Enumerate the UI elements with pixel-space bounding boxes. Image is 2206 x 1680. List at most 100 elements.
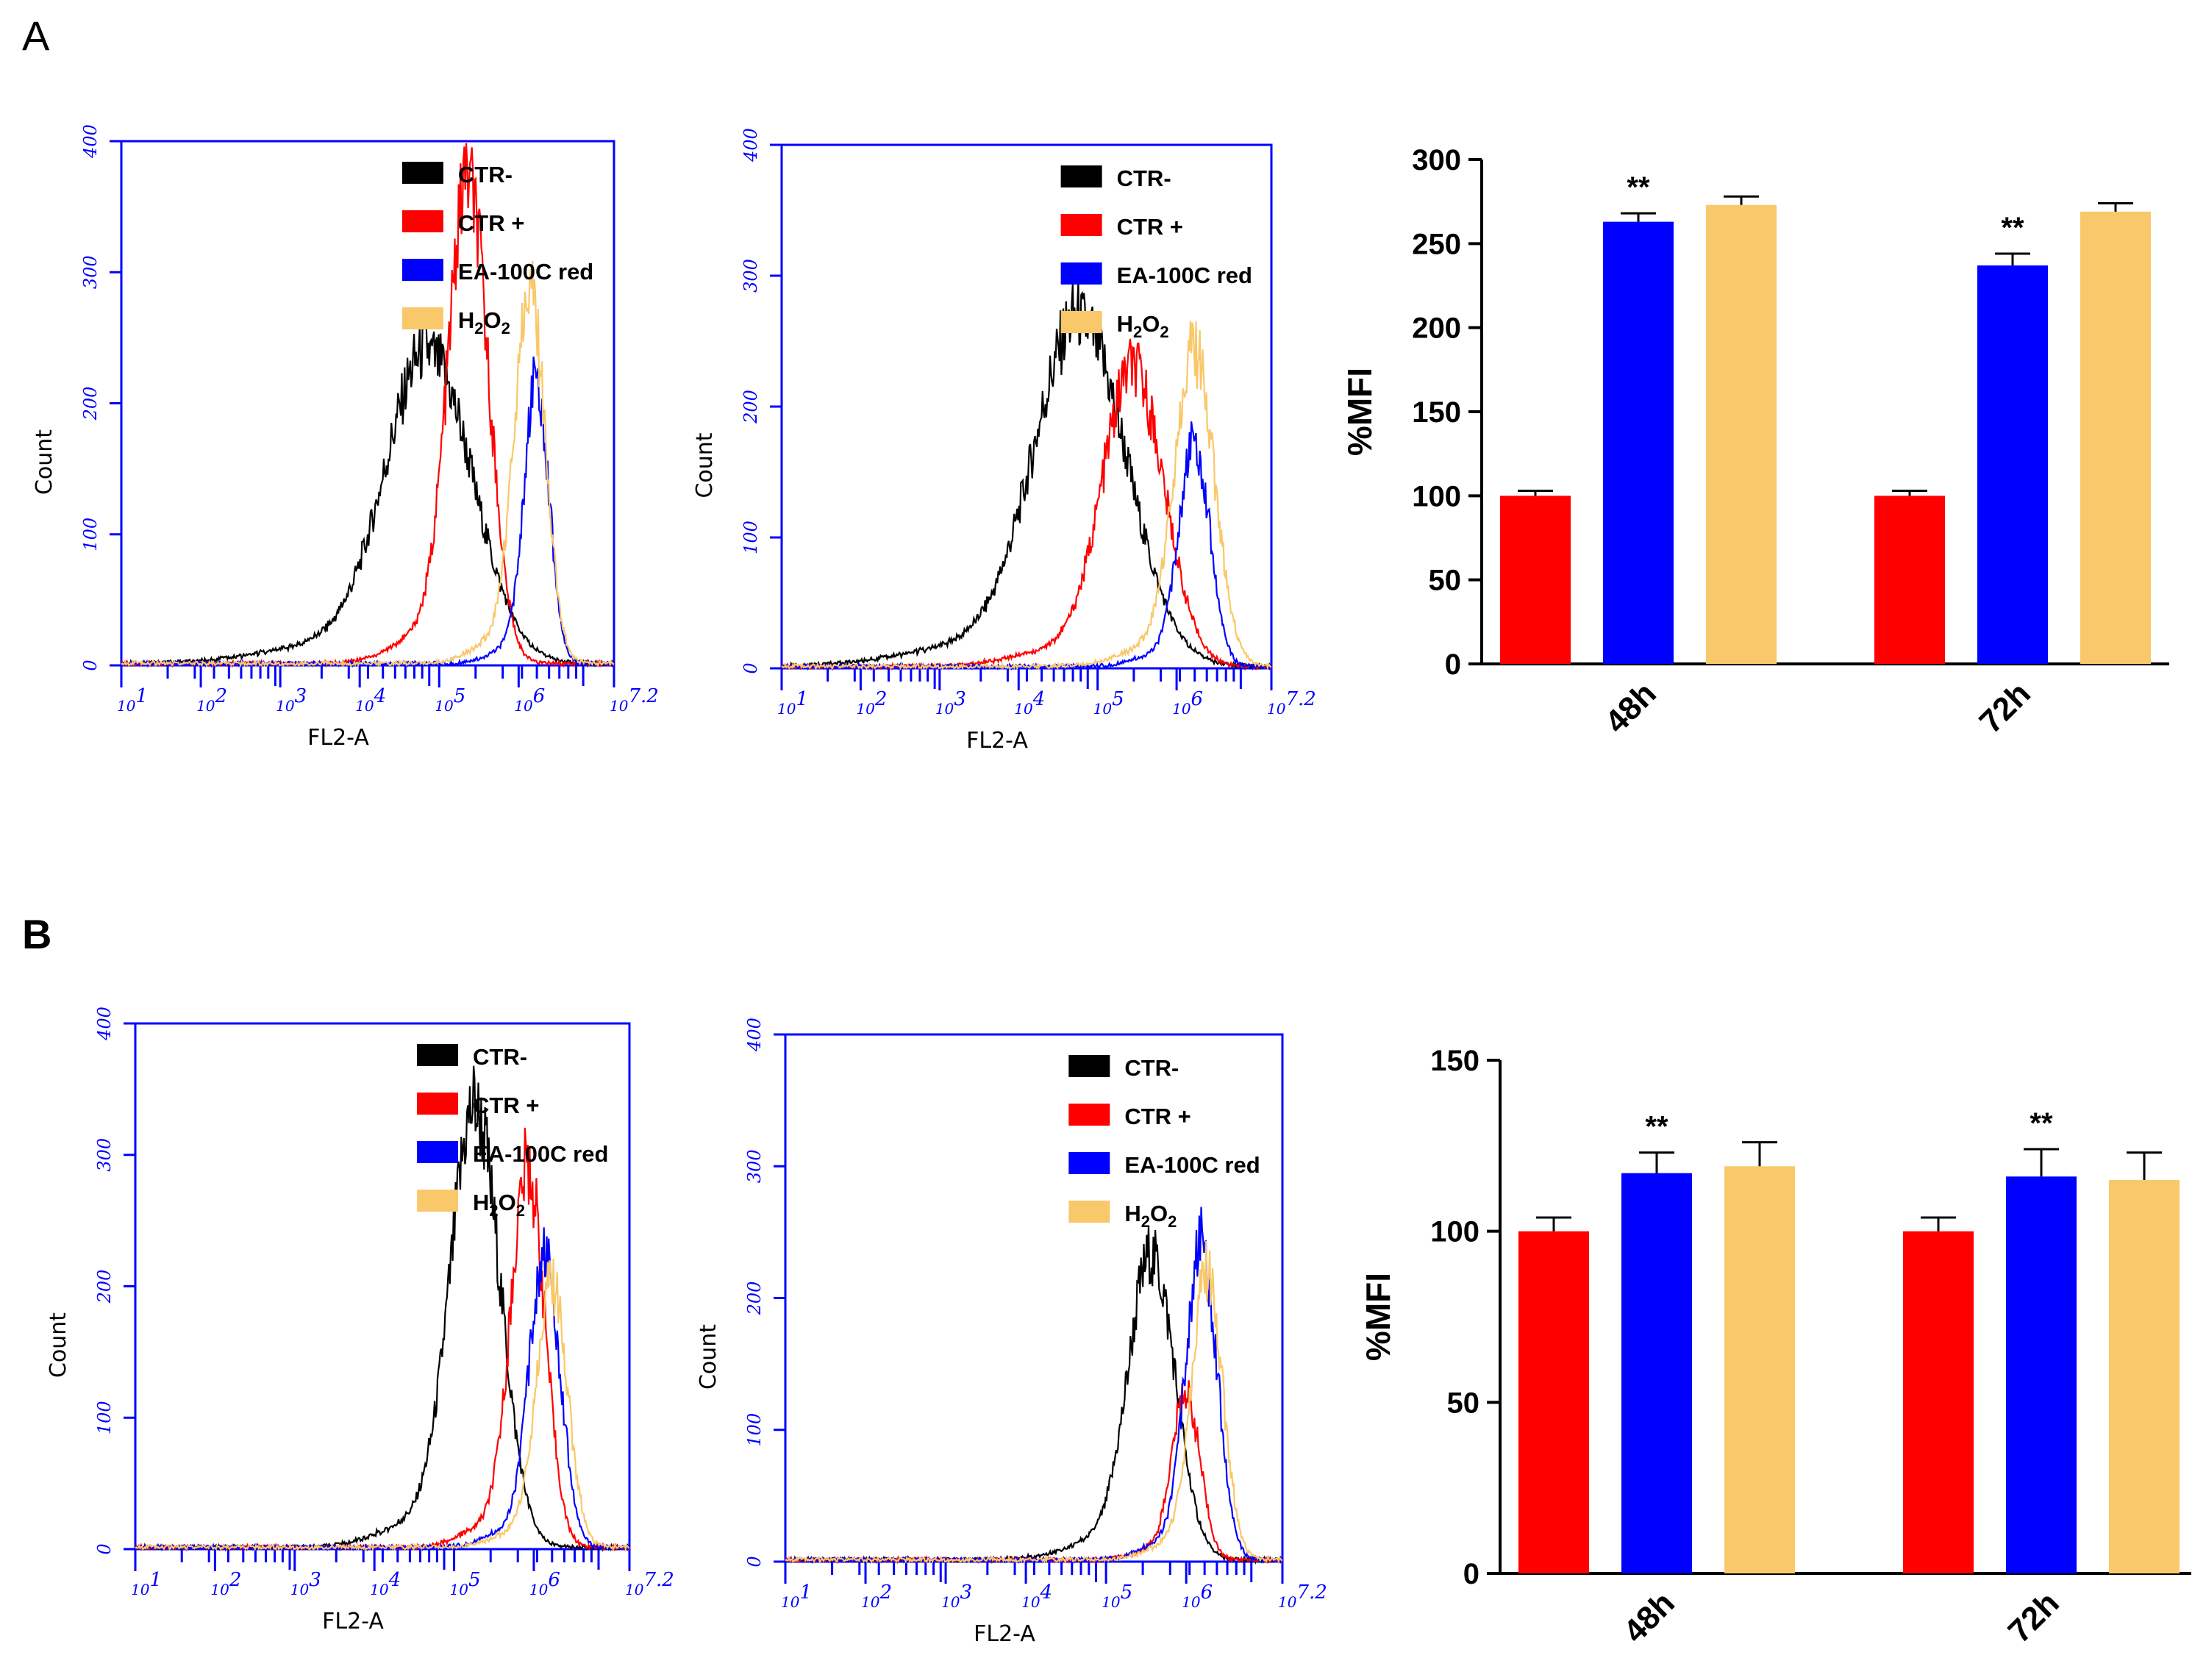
y-tick-label: 200 xyxy=(744,1282,765,1316)
bar-chart-A-bar: 0 50 100 150 200 250 300 %MFI 48h 72h ** ** xyxy=(1341,144,2169,740)
legend-label-ctr-plus: CTR + xyxy=(1117,214,1183,240)
significance-marker: ** xyxy=(2030,1107,2053,1140)
y-tick-label: 200 xyxy=(1412,312,1461,345)
legend-swatch-h2o2 xyxy=(417,1190,459,1212)
panel-label-a: A xyxy=(22,12,50,59)
legend-swatch-h2o2 xyxy=(1060,311,1102,333)
significance-marker: ** xyxy=(1627,171,1650,204)
y-tick-label: 0 xyxy=(744,1556,765,1567)
significance-marker: ** xyxy=(1645,1111,1668,1143)
y-tick-label: 200 xyxy=(740,390,761,424)
bar-72h-series-2 xyxy=(2006,1176,2077,1573)
legend-swatch-ctr-plus xyxy=(1060,214,1102,236)
legend-label-h2o2: H2O2 xyxy=(458,307,510,337)
legend-label-ea-100c-red: EA-100C red xyxy=(1124,1152,1260,1178)
x-tick-label: 107.2 xyxy=(625,1569,674,1598)
x-tick-label: 102 xyxy=(196,685,227,715)
y-tick-label: 150 xyxy=(1412,396,1461,429)
bar-48h-series-3 xyxy=(1724,1166,1795,1573)
plot-frame xyxy=(134,1022,631,1551)
legend-swatch-ea-100c-red xyxy=(401,259,443,281)
bar-48h-series-3 xyxy=(1706,204,1777,664)
histogram-line-ctr-plus xyxy=(780,338,1272,671)
y-tick-label: 100 xyxy=(740,521,761,554)
legend-swatch-ctr-plus xyxy=(417,1093,459,1115)
x-tick-label: 102 xyxy=(210,1569,241,1598)
x-tick-label: 72h xyxy=(1973,676,2038,740)
legend-swatch-ea-100c-red xyxy=(1060,262,1102,285)
y-tick-label: 300 xyxy=(94,1138,115,1172)
legend-label-h2o2: H2O2 xyxy=(1117,311,1169,341)
y-tick-label: 50 xyxy=(1429,565,1462,597)
legend-label-ctr-plus: CTR + xyxy=(458,210,524,236)
y-tick-label: 400 xyxy=(94,1007,115,1041)
x-axis-title: FL2-A xyxy=(974,1621,1035,1647)
y-tick-label: 100 xyxy=(1430,1216,1479,1248)
x-tick-label: 101 xyxy=(781,1581,812,1611)
x-axis-title: FL2-A xyxy=(307,725,369,751)
plot-frame xyxy=(780,143,1273,670)
x-axis-title: FL2-A xyxy=(322,1609,384,1634)
x-tick-label: 105 xyxy=(435,685,465,715)
x-tick-label: 101 xyxy=(131,1569,162,1598)
bar-72h-series-3 xyxy=(2109,1179,2180,1573)
legend-swatch-h2o2 xyxy=(1068,1201,1110,1223)
bar-chart-B-bar: 0 50 100 150 %MFI 48h 72h ** ** xyxy=(1359,1045,2191,1650)
x-tick-label: 103 xyxy=(276,685,307,715)
y-tick-label: 100 xyxy=(80,518,101,551)
x-tick-label: 102 xyxy=(856,688,887,718)
histogram-line-h2o2 xyxy=(781,321,1272,671)
bar-48h-series-1 xyxy=(1518,1231,1589,1573)
legend-label-ea-100c-red: EA-100C red xyxy=(473,1141,608,1167)
legend-label-h2o2: H2O2 xyxy=(1124,1201,1177,1231)
charts-layer: 101 102 103 104 105 106 107.2 0 100 200 300 400 FL2-… xyxy=(32,124,2191,1650)
x-tick-label: 105 xyxy=(450,1569,481,1598)
legend-label-h2o2: H2O2 xyxy=(473,1190,525,1220)
y-axis-title: %MFI xyxy=(1359,1273,1397,1361)
bar-48h-series-2 xyxy=(1621,1173,1692,1573)
x-tick-label: 106 xyxy=(514,685,545,715)
y-tick-label: 300 xyxy=(1412,144,1461,176)
legend-swatch-ea-100c-red xyxy=(1068,1152,1110,1174)
x-tick-label: 103 xyxy=(290,1569,321,1598)
x-tick-label: 101 xyxy=(777,688,808,718)
legend-swatch-ctr-minus xyxy=(1068,1055,1110,1077)
legend-label-ctr-plus: CTR + xyxy=(1124,1104,1191,1129)
x-tick-label: 103 xyxy=(935,688,966,718)
legend-label-ea-100c-red: EA-100C red xyxy=(458,259,593,285)
x-tick-label: 103 xyxy=(941,1581,972,1611)
histogram-line-ea-100c-red xyxy=(120,356,615,668)
y-tick-label: 400 xyxy=(744,1018,765,1052)
y-tick-label: 300 xyxy=(80,255,101,289)
y-tick-label: 100 xyxy=(94,1401,115,1434)
x-tick-label: 106 xyxy=(529,1569,560,1598)
histogram-B-hist-1: 101 102 103 104 105 106 107.2 0 100 200 300 400 FL2-… xyxy=(46,1007,674,1634)
x-tick-label: 104 xyxy=(355,685,386,715)
bar-72h-series-2 xyxy=(1977,265,2048,664)
y-tick-label: 150 xyxy=(1430,1045,1479,1077)
x-tick-label: 102 xyxy=(861,1581,892,1611)
y-tick-label: 0 xyxy=(1445,648,1461,681)
x-axis-title: FL2-A xyxy=(966,728,1028,754)
y-axis-title: Count xyxy=(46,1312,71,1378)
legend-label-ctr-minus: CTR- xyxy=(1124,1055,1179,1081)
y-tick-label: 0 xyxy=(94,1543,115,1554)
bar-48h-series-1 xyxy=(1500,496,1571,664)
histogram-line-ctr-minus xyxy=(780,281,1272,671)
legend-label-ctr-plus: CTR + xyxy=(473,1093,539,1118)
x-tick-label: 107.2 xyxy=(1278,1581,1327,1611)
legend-label-ctr-minus: CTR- xyxy=(458,162,513,187)
y-tick-label: 50 xyxy=(1447,1387,1480,1419)
plot-frame xyxy=(120,140,615,667)
y-axis-title: Count xyxy=(696,1324,721,1390)
y-tick-label: 250 xyxy=(1412,228,1461,260)
legend-swatch-ctr-minus xyxy=(401,162,443,184)
histogram-B-hist-2: 101 102 103 104 105 106 107.2 0 100 200 300 400 FL2-… xyxy=(696,1018,1327,1647)
histogram-line-h2o2 xyxy=(785,1240,1283,1565)
y-tick-label: 100 xyxy=(1412,480,1461,512)
y-axis-title: %MFI xyxy=(1341,368,1379,456)
x-tick-label: 105 xyxy=(1093,688,1124,718)
significance-marker: ** xyxy=(2001,212,2024,244)
legend-swatch-ctr-minus xyxy=(417,1044,459,1066)
